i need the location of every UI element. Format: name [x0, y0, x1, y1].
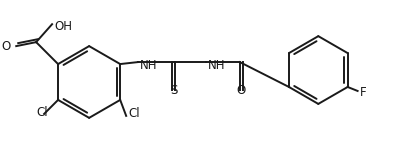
Text: S: S [169, 84, 177, 97]
Text: OH: OH [54, 20, 72, 33]
Text: NH: NH [140, 59, 157, 72]
Text: NH: NH [207, 59, 225, 72]
Text: O: O [236, 84, 245, 97]
Text: Cl: Cl [128, 107, 140, 120]
Text: O: O [1, 40, 10, 53]
Text: Cl: Cl [36, 106, 48, 119]
Text: F: F [359, 86, 365, 99]
